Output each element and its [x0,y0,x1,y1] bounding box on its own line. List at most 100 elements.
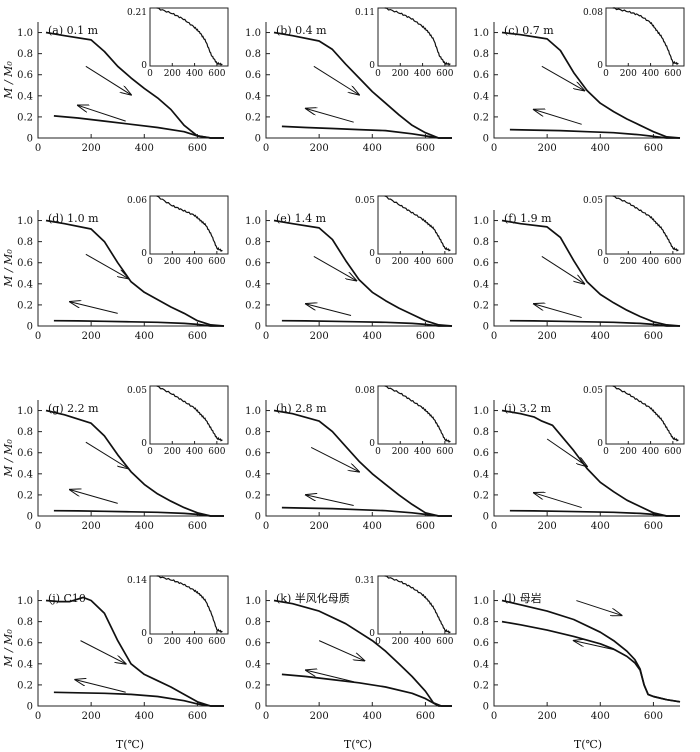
x-tick-label: 200 [310,143,329,154]
inset-ymax-label: 0.05 [583,196,603,206]
y-tick-label: 0 [27,702,33,713]
y-tick-label: 0.8 [17,49,33,60]
x-tick-label: 0 [491,521,497,532]
x-tick-label: 200 [82,521,101,532]
inset-y0-label: 0 [369,249,375,259]
y-tick-label: 0.4 [17,279,33,290]
inset-ymax-label: 0.31 [355,576,375,586]
x-tick-label: 600 [644,521,663,532]
y-tick-label: 1.0 [17,406,33,417]
inset-x-tick-label: 200 [392,447,409,457]
y-tick-label: 0.8 [473,237,489,248]
direction-arrow [313,65,359,94]
panel-title: (b) 0.4 m [276,24,327,37]
y-tick-label: 0 [483,134,489,145]
y-tick-label: 0 [255,134,261,145]
direction-arrow [85,441,129,468]
x-tick-label: 0 [263,331,269,342]
inset: 0.21 00 200 400 600 [127,7,229,79]
y-axis-label: M / M₀ [2,61,15,100]
x-tick-label: 200 [82,331,101,342]
panel-title: (i) 3.2 m [504,402,552,415]
y-tick-label: 0 [27,322,33,333]
x-axis-label: T(℃) [344,738,372,751]
inset: 0.31 00 200 400 600 [355,575,457,647]
direction-arrow [541,65,585,90]
direction-arrow [75,680,126,693]
x-tick-label: 400 [363,143,382,154]
inset-x-tick-label: 0 [147,637,153,647]
x-tick-label: 200 [538,331,557,342]
panel-k: 00.20.40.60.81.00 200 400 600(k) 半风化母质0.310… [245,575,457,722]
y-tick-label: 0.4 [473,469,489,480]
y-tick-label: 0.6 [17,638,33,649]
y-tick-label: 0.4 [245,279,261,290]
x-tick-label: 600 [644,143,663,154]
cooling-curve [501,620,681,703]
x-tick-label: 600 [416,331,435,342]
y-tick-label: 0.6 [473,70,489,81]
inset-y0-label: 0 [141,439,147,449]
cooling-curve [53,691,224,707]
inset-x-tick-label: 0 [603,69,609,79]
inset-x-tick-label: 400 [642,257,659,267]
x-tick-label: 600 [416,143,435,154]
inset-curve [612,7,679,66]
x-tick-label: 400 [363,521,382,532]
y-tick-label: 0.2 [245,300,261,311]
inset-x-tick-label: 600 [208,257,225,267]
heating-curve [273,219,453,327]
x-tick-label: 0 [263,143,269,154]
y-tick-label: 0.4 [473,659,489,670]
y-tick-label: 1.0 [17,28,33,39]
inset-x-tick-label: 200 [164,447,181,457]
inset-curve [384,385,451,443]
inset-curve [384,195,451,252]
cooling-curve [509,128,680,139]
y-tick-label: 0.8 [17,237,33,248]
inset: 0.11 00 200 400 600 [355,7,457,79]
inset-y0-label: 0 [597,249,603,259]
panel-g: 00.20.40.60.81.00 200 400 600(g) 2.2 m0.050… [17,385,229,532]
panel-title: (f) 1.9 m [504,212,552,225]
heating-curve [273,31,452,139]
y-tick-label: 1.0 [245,406,261,417]
x-tick-label: 600 [188,331,207,342]
y-tick-label: 0.4 [245,91,261,102]
x-tick-label: 600 [416,521,435,532]
y-tick-label: 0.8 [17,617,33,628]
y-tick-label: 0.2 [473,300,489,311]
y-tick-label: 0 [27,134,33,145]
x-tick-label: 400 [363,331,382,342]
inset-curve [156,575,223,634]
inset-x-tick-label: 200 [392,69,409,79]
direction-arrow [70,490,118,504]
panel-title: (g) 2.2 m [48,402,99,415]
x-tick-label: 400 [591,331,610,342]
inset-ymax-label: 0.08 [355,386,375,396]
x-tick-label: 400 [591,711,610,722]
x-tick-label: 200 [538,711,557,722]
panel-i: 00.20.40.60.81.00 200 400 600(i) 3.2 m0.050… [473,385,685,532]
direction-arrow [78,105,126,122]
inset-x-tick-label: 200 [164,637,181,647]
inset-x-tick-label: 0 [603,257,609,267]
axes [493,590,680,707]
inset-y0-label: 0 [369,439,375,449]
y-tick-label: 0.2 [473,680,489,691]
inset-x-tick-label: 600 [436,257,453,267]
direction-arrow [574,641,617,651]
y-tick-label: 0.4 [17,469,33,480]
direction-arrow [80,640,126,664]
heating-curve [45,596,224,707]
y-tick-label: 1.0 [473,596,489,607]
panel-title: (k) 半风化母质 [276,591,350,605]
inset-curve [384,7,451,66]
x-tick-label: 0 [263,521,269,532]
x-tick-label: 0 [491,143,497,154]
x-tick-label: 0 [35,331,41,342]
x-tick-label: 400 [135,521,154,532]
y-tick-label: 0.8 [245,237,261,248]
y-tick-label: 0.2 [245,112,261,123]
y-tick-label: 0.6 [17,70,33,81]
